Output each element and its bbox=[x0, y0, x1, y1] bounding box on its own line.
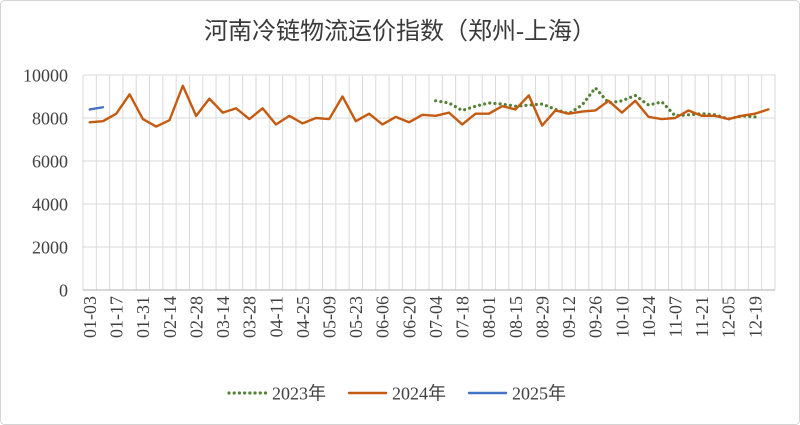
x-tick-label: 06-06 bbox=[373, 296, 393, 338]
x-tick-label: 05-09 bbox=[319, 296, 339, 338]
x-tick-label: 10-24 bbox=[639, 296, 659, 338]
y-tick-label: 10000 bbox=[23, 65, 68, 85]
series-line-2025 bbox=[88, 106, 105, 111]
x-tick-label: 09-26 bbox=[586, 296, 606, 338]
x-tick-label: 08-29 bbox=[532, 296, 552, 338]
x-tick-label: 07-04 bbox=[426, 296, 446, 338]
y-tick-label: 0 bbox=[59, 280, 68, 300]
x-tick-label: 07-18 bbox=[453, 296, 473, 338]
legend: 2023年 2024年 2025年 bbox=[227, 383, 566, 403]
x-tick-label: 03-28 bbox=[240, 296, 260, 338]
legend-label-2024: 2024年 bbox=[392, 383, 446, 403]
x-tick-label: 02-28 bbox=[186, 296, 206, 338]
x-tick-label: 09-12 bbox=[559, 296, 579, 338]
legend-label-2025: 2025年 bbox=[512, 383, 566, 403]
x-tick-label: 05-23 bbox=[346, 296, 366, 338]
series-line-2024 bbox=[88, 84, 770, 128]
x-tick-label: 01-03 bbox=[80, 296, 100, 338]
x-tick-label: 04-11 bbox=[266, 296, 286, 337]
x-tick-label: 11-21 bbox=[692, 296, 712, 337]
x-tick-label: 10-10 bbox=[612, 296, 632, 338]
x-tick-label: 08-01 bbox=[479, 296, 499, 338]
x-axis-tick-labels: 01-03 01-17 01-31 02-14 02-28 03-14 03-28 04-11… bbox=[80, 296, 765, 338]
x-tick-label: 11-07 bbox=[665, 296, 685, 337]
y-tick-label: 4000 bbox=[32, 194, 68, 214]
x-tick-label: 02-14 bbox=[160, 296, 180, 338]
series-line-2023 bbox=[434, 85, 757, 121]
chart-title: 河南冷链物流运价指数（郑州-上海） bbox=[204, 18, 596, 45]
y-tick-label: 2000 bbox=[32, 237, 68, 257]
gridlines bbox=[82, 74, 776, 290]
x-tick-label: 12-05 bbox=[719, 296, 739, 338]
series-lines bbox=[88, 84, 770, 128]
x-tick-label: 04-25 bbox=[293, 296, 313, 338]
x-tick-label: 01-31 bbox=[133, 296, 153, 338]
y-axis-tick-labels: 0 2000 4000 6000 8000 10000 bbox=[23, 65, 68, 300]
y-tick-label: 6000 bbox=[32, 151, 68, 171]
x-tick-label: 06-20 bbox=[399, 296, 419, 338]
y-tick-label: 8000 bbox=[32, 108, 68, 128]
x-tick-label: 12-19 bbox=[745, 296, 765, 338]
x-tick-label: 08-15 bbox=[506, 296, 526, 338]
x-tick-label: 03-14 bbox=[213, 296, 233, 338]
legend-label-2023: 2023年 bbox=[272, 383, 326, 403]
x-tick-label: 01-17 bbox=[107, 296, 127, 338]
